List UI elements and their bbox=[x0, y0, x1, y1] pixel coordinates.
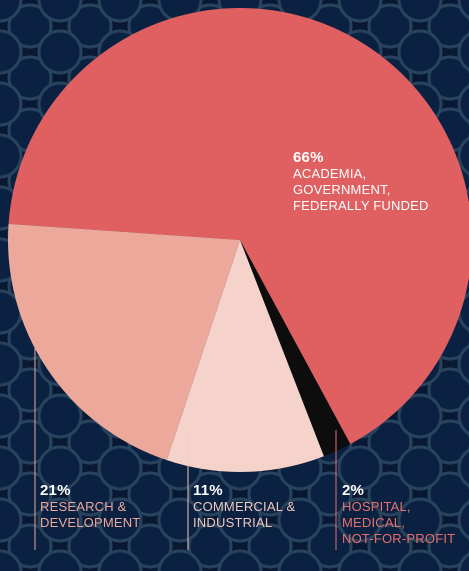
category-label: MEDICAL, bbox=[342, 515, 455, 531]
category-label: FEDERALLY FUNDED bbox=[293, 198, 429, 214]
category-label: RESEARCH & bbox=[40, 499, 140, 515]
category-label: NOT-FOR-PROFIT bbox=[342, 531, 455, 547]
category-label: GOVERNMENT, bbox=[293, 182, 429, 198]
value-label: 2% bbox=[342, 483, 455, 499]
slice-label: 21%RESEARCH &DEVELOPMENT bbox=[40, 483, 140, 531]
chart: 66%ACADEMIA,GOVERNMENT,FEDERALLY FUNDED 2… bbox=[0, 0, 469, 571]
slice-label: 2%HOSPITAL,MEDICAL,NOT-FOR-PROFIT bbox=[342, 483, 455, 547]
slice-label: 66%ACADEMIA,GOVERNMENT,FEDERALLY FUNDED bbox=[293, 150, 429, 214]
slice-label: 11%COMMERCIAL &INDUSTRIAL bbox=[193, 483, 295, 531]
value-label: 11% bbox=[193, 483, 295, 499]
value-label: 66% bbox=[293, 150, 429, 166]
category-label: COMMERCIAL & bbox=[193, 499, 295, 515]
category-label: HOSPITAL, bbox=[342, 499, 455, 515]
category-label: INDUSTRIAL bbox=[193, 515, 295, 531]
value-label: 21% bbox=[40, 483, 140, 499]
category-label: ACADEMIA, bbox=[293, 166, 429, 182]
category-label: DEVELOPMENT bbox=[40, 515, 140, 531]
